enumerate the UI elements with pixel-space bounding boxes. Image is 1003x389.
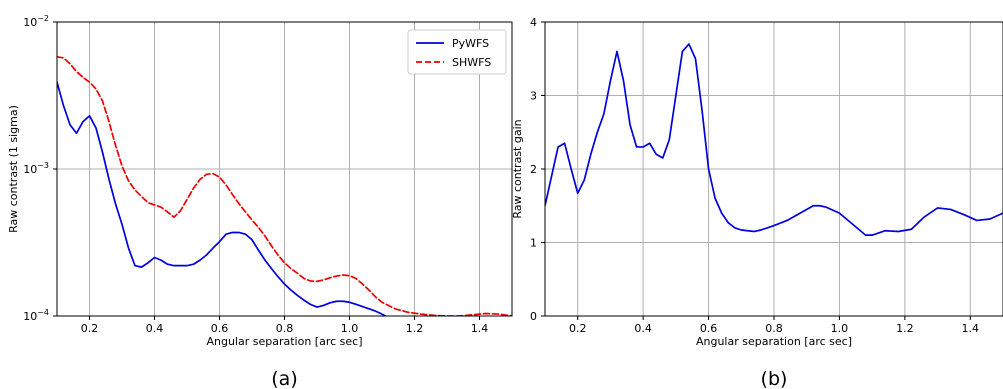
y-tick-exponent: −4 [37,308,49,317]
series-group-a [57,55,512,316]
x-tick-label: 1.0 [831,322,849,335]
x-tick-label: 0.6 [211,322,229,335]
series-line-series-0 [545,43,1003,236]
y-tick-label: 1 [530,237,537,250]
legend-box [407,29,507,75]
x-ticks-b: 0.2 0.4 0.6 0.8 1.0 1.2 1.4 [569,316,979,335]
legend-label-shwfs: SHWFS [452,56,491,69]
series-line-shwfs [57,55,512,316]
x-tick-label: 1.4 [962,322,980,335]
panel-a: 0.2 0.4 0.6 0.8 1.0 1.2 1.4 10−410−310−2 Angul… [7,14,513,389]
y-tick-exponent: −2 [37,14,49,23]
y-ticks-b: 0 1 2 3 4 [530,16,545,323]
y-tick-base: 10 [23,163,37,176]
x-tick-label: 0.4 [634,322,652,335]
y-tick-label: 4 [530,16,537,29]
y-tick-label: 10−3 [23,161,49,176]
y-tick-base: 10 [23,310,37,323]
y-tick-label: 10−4 [23,308,49,323]
x-tick-label: 0.4 [146,322,164,335]
caption-a: (a) [271,368,297,389]
y-tick-exponent: −3 [37,161,49,170]
caption-b: (b) [761,368,788,389]
x-tick-label: 0.8 [765,322,783,335]
x-tick-label: 1.2 [406,322,424,335]
y-tick-label: 2 [530,163,537,176]
x-tick-label: 1.4 [471,322,489,335]
x-tick-label: 1.2 [896,322,914,335]
y-axis-label-b: Raw contrast gain [511,119,524,218]
panel-b: 0.2 0.4 0.6 0.8 1.0 1.2 1.4 0 1 2 3 4 Angular sepa… [511,16,1003,389]
y-ticks-a: 10−410−310−2 [23,14,57,323]
grid-b [545,22,1003,316]
y-tick-label: 0 [530,310,537,323]
y-tick-base: 10 [23,16,37,29]
x-ticks-a: 0.2 0.4 0.6 0.8 1.0 1.2 1.4 [81,316,489,335]
legend-label-pywfs: PyWFS [452,37,489,50]
y-axis-label-a: Raw contrast (1 sigma) [7,105,20,233]
x-axis-label-a: Angular separation [arc sec] [206,335,362,348]
y-tick-label: 10−2 [23,14,49,29]
y-tick-label: 3 [530,90,537,103]
series-line-pywfs [57,81,388,316]
x-tick-label: 0.8 [276,322,294,335]
x-axis-label-b: Angular separation [arc sec] [696,335,852,348]
legend-a: PyWFS SHWFS [407,29,507,75]
series-group-b [545,43,1003,236]
x-tick-label: 0.2 [81,322,99,335]
x-tick-label: 0.2 [569,322,587,335]
x-tick-label: 0.6 [700,322,718,335]
x-tick-label: 1.0 [341,322,359,335]
